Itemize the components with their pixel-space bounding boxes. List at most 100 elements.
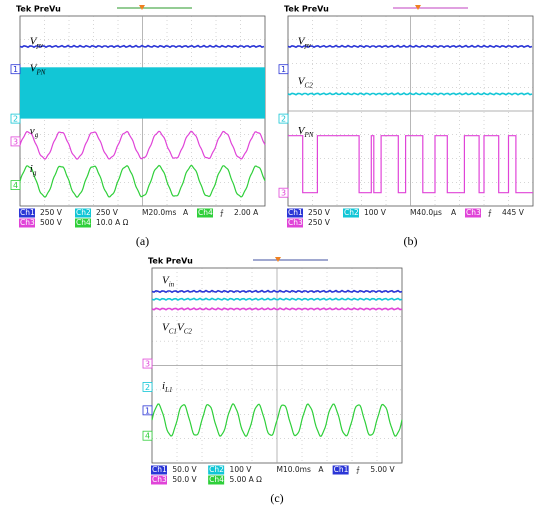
signal-label-main: V bbox=[298, 36, 306, 48]
readout-tag bbox=[287, 218, 303, 228]
signal-label: VPN bbox=[30, 62, 46, 76]
channel-marker: 2 bbox=[145, 383, 150, 392]
trace bbox=[151, 402, 403, 438]
signal-label: VC2 bbox=[177, 322, 192, 336]
signal-label: VC2 bbox=[298, 76, 313, 90]
trace bbox=[287, 44, 533, 49]
trigger-marker bbox=[415, 5, 421, 10]
channel-marker-box bbox=[278, 64, 289, 75]
readout-text: Ch4 bbox=[198, 208, 213, 217]
readout-tag bbox=[75, 208, 91, 218]
readout-tag bbox=[19, 218, 35, 228]
readout-tag bbox=[151, 465, 167, 475]
trace bbox=[151, 297, 403, 301]
channel-marker-box bbox=[142, 430, 153, 441]
header: Tek PreVu bbox=[148, 257, 193, 266]
signal-label-sub: g bbox=[33, 169, 37, 177]
readout-text: Ch3 bbox=[466, 208, 481, 217]
readout-tag bbox=[287, 208, 303, 218]
channel-marker: 3 bbox=[145, 360, 150, 369]
signal-label-main: V bbox=[298, 76, 306, 88]
readout-text: ⨍ bbox=[220, 208, 224, 217]
signal-label: Vpv bbox=[30, 36, 44, 50]
header: Tek PreVu bbox=[284, 5, 329, 14]
channel-marker-box bbox=[142, 405, 153, 416]
trace bbox=[151, 307, 403, 311]
signal-label: Vpv bbox=[298, 36, 312, 50]
trigger-marker bbox=[275, 257, 281, 262]
channel-marker: 2 bbox=[281, 115, 286, 124]
trace bbox=[151, 289, 403, 294]
channel-marker-box bbox=[10, 113, 21, 124]
readout-text: Ch1 bbox=[20, 208, 35, 217]
signal-label: vg bbox=[30, 125, 39, 139]
readout-text: Ch4 bbox=[76, 218, 91, 227]
readout-text: 100 V bbox=[230, 465, 253, 474]
readout-text: ⨍ bbox=[356, 465, 360, 474]
channel-marker-box bbox=[10, 180, 21, 191]
readout-text: 10.0 A Ω bbox=[96, 218, 129, 227]
readout-text: 5.00 A Ω bbox=[230, 475, 263, 484]
trace bbox=[19, 130, 266, 160]
readout-tag bbox=[19, 208, 35, 218]
channel-marker: 4 bbox=[145, 432, 150, 441]
channel-marker-box bbox=[142, 382, 153, 392]
readout-text: Ch3 bbox=[288, 218, 303, 227]
signal-label-main: i bbox=[162, 380, 165, 392]
channel-marker-box bbox=[142, 358, 153, 369]
readout-text: Ch1 bbox=[152, 465, 167, 474]
readout-text: M40.0µs bbox=[410, 208, 442, 217]
trace bbox=[287, 92, 533, 96]
readout-tag bbox=[75, 218, 91, 228]
readout-text: A bbox=[318, 465, 324, 474]
readout-tag bbox=[465, 208, 481, 218]
readout-text: Ch4 bbox=[209, 475, 224, 484]
channel-marker: 1 bbox=[281, 65, 286, 74]
readout-text: 2.00 A bbox=[234, 208, 259, 217]
signal-label-sub: pv bbox=[36, 42, 45, 50]
readout-text: 250 V bbox=[308, 208, 331, 217]
readout-text: Ch1 bbox=[288, 208, 303, 217]
signal-label: iL1 bbox=[162, 380, 172, 394]
readout-text: 250 V bbox=[40, 208, 63, 217]
panel-caption: (b) bbox=[404, 234, 418, 248]
channel-marker: 2 bbox=[13, 115, 18, 124]
signal-label-sub: L1 bbox=[164, 386, 172, 394]
channel-marker: 1 bbox=[13, 65, 18, 74]
readout-text: A bbox=[451, 208, 457, 217]
readout-text: Ch3 bbox=[20, 218, 35, 227]
trace-band bbox=[20, 67, 265, 119]
channel-marker: 3 bbox=[281, 189, 286, 198]
readout-text: Ch3 bbox=[152, 475, 167, 484]
readout-text: 5.00 V bbox=[370, 465, 395, 474]
readout-tag bbox=[208, 465, 225, 475]
channel-marker-box bbox=[278, 113, 289, 124]
readout-tag bbox=[151, 475, 167, 485]
readout-text: 250 V bbox=[96, 208, 119, 217]
readout-text: 445 V bbox=[502, 208, 525, 217]
signal-label-main: V bbox=[30, 62, 38, 74]
header: Tek PreVu bbox=[16, 5, 61, 14]
signal-label-sub: g bbox=[35, 131, 39, 139]
readout-tag bbox=[332, 465, 349, 475]
readout-text: M10.0ms bbox=[276, 465, 310, 474]
panel-caption: (a) bbox=[136, 234, 149, 248]
trace bbox=[19, 44, 265, 49]
signal-label: VPN bbox=[298, 125, 314, 139]
readout-tag bbox=[208, 475, 225, 485]
readout-text: Ch1 bbox=[334, 465, 349, 474]
signal-label: ig bbox=[30, 163, 37, 177]
signal-label-main: V bbox=[177, 322, 185, 334]
channel-marker: 3 bbox=[13, 137, 18, 146]
signal-label-main: v bbox=[30, 125, 35, 137]
readout-text: A bbox=[183, 208, 189, 217]
readout-text: 50.0 V bbox=[172, 475, 197, 484]
panel-caption: (c) bbox=[270, 491, 283, 505]
signal-label-main: V bbox=[298, 125, 306, 137]
readout-text: 100 V bbox=[364, 208, 387, 217]
signal-label-sub: pv bbox=[304, 42, 313, 50]
readout-text: 250 V bbox=[308, 218, 331, 227]
trace bbox=[288, 135, 533, 194]
signal-label-main: V bbox=[30, 36, 38, 48]
